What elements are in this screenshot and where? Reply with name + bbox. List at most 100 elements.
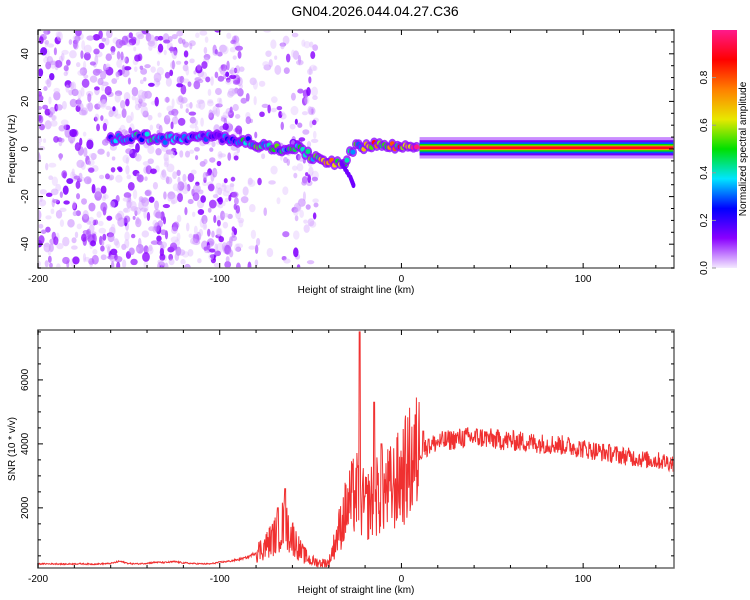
noise-blob bbox=[229, 74, 237, 79]
noise-blob bbox=[259, 111, 265, 118]
noise-blob bbox=[206, 100, 214, 107]
noise-blob bbox=[254, 244, 259, 255]
noise-blob bbox=[144, 64, 151, 69]
noise-blob bbox=[197, 78, 204, 84]
noise-blob bbox=[59, 207, 67, 213]
noise-blob bbox=[160, 241, 168, 249]
spectrogram-x-tick-label: -200 bbox=[28, 274, 48, 285]
noise-blob bbox=[133, 46, 137, 52]
noise-blob bbox=[303, 224, 310, 233]
noise-blob bbox=[194, 155, 199, 161]
noise-blob bbox=[105, 66, 114, 76]
noise-blob bbox=[215, 107, 221, 117]
noise-blob bbox=[172, 171, 178, 180]
noise-blob bbox=[77, 70, 86, 76]
noise-blob bbox=[55, 183, 62, 192]
noise-blob bbox=[96, 123, 100, 132]
noise-blob bbox=[231, 191, 239, 198]
noise-blob bbox=[110, 223, 116, 234]
noise-blob bbox=[302, 191, 306, 202]
noise-blob bbox=[100, 70, 107, 80]
noise-blob bbox=[95, 68, 103, 74]
noise-blob bbox=[293, 172, 298, 179]
noise-blob bbox=[210, 76, 214, 86]
noise-blob bbox=[228, 109, 234, 119]
noise-blob bbox=[197, 209, 205, 216]
noise-blob bbox=[131, 233, 136, 239]
noise-blob bbox=[116, 59, 123, 68]
noise-blob bbox=[207, 228, 211, 237]
noise-blob bbox=[135, 142, 140, 153]
noise-blob bbox=[176, 169, 181, 177]
noise-blob bbox=[86, 228, 92, 238]
noise-blob bbox=[53, 91, 61, 101]
noise-blob bbox=[232, 79, 241, 85]
colorbar-gradient bbox=[712, 30, 737, 268]
noise-blob bbox=[75, 180, 81, 190]
noise-blob bbox=[126, 174, 132, 180]
noise-blob bbox=[142, 252, 150, 262]
noise-blob bbox=[216, 228, 222, 237]
noise-blob bbox=[156, 60, 160, 67]
noise-blob bbox=[308, 166, 314, 177]
noise-blob bbox=[148, 44, 153, 51]
noise-blob bbox=[128, 32, 133, 39]
noise-blob bbox=[182, 41, 190, 48]
noise-blob bbox=[203, 46, 208, 55]
noise-blob bbox=[172, 183, 180, 192]
noise-blob bbox=[138, 196, 144, 203]
noise-blob bbox=[151, 38, 158, 49]
noise-blob bbox=[125, 98, 130, 107]
noise-blob bbox=[87, 93, 92, 103]
noise-blob bbox=[215, 87, 222, 96]
noise-blob bbox=[150, 240, 159, 245]
noise-blob bbox=[256, 238, 261, 246]
noise-blob bbox=[168, 258, 175, 266]
snr-y-tick-label: 4000 bbox=[20, 432, 31, 455]
noise-blob bbox=[238, 219, 244, 228]
noise-blob bbox=[52, 198, 60, 204]
noise-blob bbox=[282, 35, 290, 45]
noise-blob bbox=[213, 169, 218, 176]
noise-blob bbox=[187, 172, 195, 183]
noise-blob bbox=[274, 65, 282, 75]
noise-blob bbox=[214, 250, 221, 257]
noise-blob bbox=[185, 103, 193, 108]
noise-blob bbox=[267, 104, 271, 114]
noise-blob bbox=[190, 169, 197, 175]
noise-blob bbox=[293, 247, 299, 258]
noise-blob bbox=[153, 72, 162, 83]
noise-blob bbox=[192, 184, 201, 193]
noise-blob bbox=[64, 80, 72, 88]
noise-blob bbox=[84, 256, 91, 262]
noise-blob bbox=[67, 218, 75, 228]
noise-blob bbox=[130, 205, 138, 212]
noise-blob bbox=[160, 229, 167, 236]
noise-blob bbox=[72, 256, 80, 265]
noise-blob bbox=[101, 138, 109, 146]
noise-blob bbox=[74, 142, 81, 152]
noise-blob bbox=[38, 141, 42, 147]
noise-blob bbox=[109, 200, 116, 208]
noise-blob bbox=[222, 221, 229, 229]
noise-blob bbox=[227, 152, 232, 161]
noise-blob bbox=[220, 210, 225, 221]
noise-blob bbox=[301, 180, 307, 186]
noise-blob bbox=[63, 200, 70, 205]
noise-blob bbox=[172, 221, 180, 229]
noise-blob bbox=[69, 98, 78, 108]
noise-blob bbox=[212, 194, 219, 199]
noise-blob bbox=[147, 114, 153, 121]
noise-blob bbox=[250, 229, 257, 239]
noise-blob bbox=[157, 43, 164, 53]
noise-blob bbox=[135, 31, 144, 37]
snr-frame bbox=[37, 329, 675, 569]
noise-blob bbox=[143, 245, 149, 255]
noise-blob bbox=[74, 231, 79, 239]
noise-blob bbox=[38, 261, 42, 267]
noise-blob bbox=[276, 197, 281, 205]
noise-blob bbox=[101, 84, 105, 92]
noise-blob bbox=[127, 201, 133, 207]
noise-blob bbox=[152, 181, 159, 190]
